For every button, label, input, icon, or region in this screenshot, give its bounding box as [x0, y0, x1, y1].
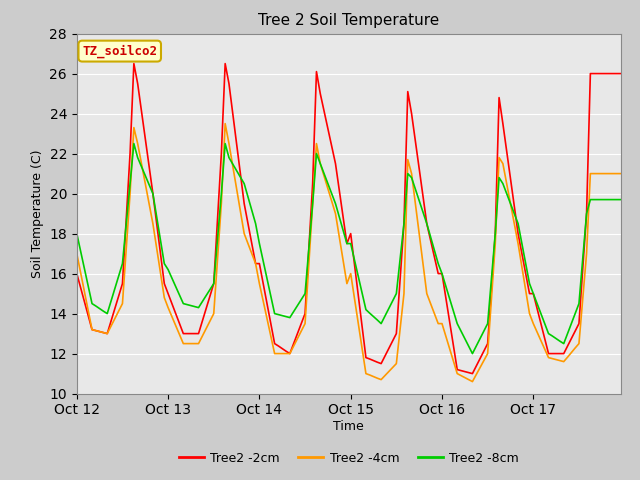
Y-axis label: Soil Temperature (C): Soil Temperature (C) [31, 149, 44, 278]
Title: Tree 2 Soil Temperature: Tree 2 Soil Temperature [258, 13, 440, 28]
Legend: Tree2 -2cm, Tree2 -4cm, Tree2 -8cm: Tree2 -2cm, Tree2 -4cm, Tree2 -8cm [173, 447, 524, 469]
Text: TZ_soilco2: TZ_soilco2 [82, 44, 157, 58]
X-axis label: Time: Time [333, 420, 364, 433]
